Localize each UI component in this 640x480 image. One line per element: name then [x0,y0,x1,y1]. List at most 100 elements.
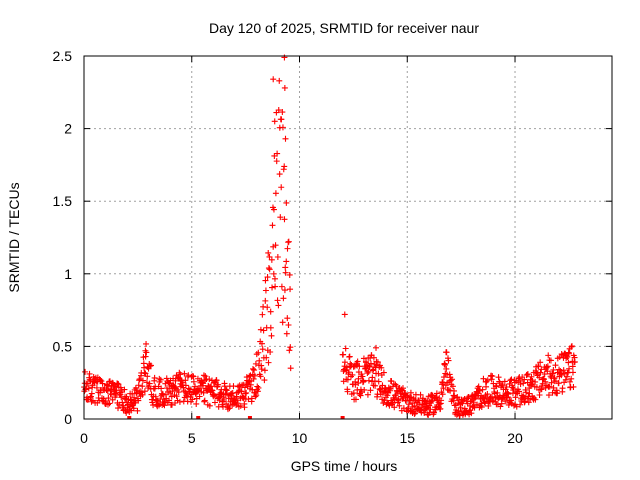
data-point [284,245,291,252]
data-point [545,352,552,359]
data-point [254,388,261,395]
data-point [369,374,376,381]
data-point [130,405,137,412]
data-point [87,393,94,400]
data-point [360,378,367,385]
data-point [220,396,227,403]
data-point [511,402,517,409]
data-point [238,382,245,389]
data-point [502,398,509,405]
data-point [547,357,554,364]
data-point [269,284,276,291]
data-point [565,359,572,366]
data-point [117,384,124,391]
data-point [258,340,265,347]
data-point [261,377,268,384]
data-point [275,302,282,309]
data-point [493,382,500,389]
data-point [245,396,252,403]
data-point [104,387,111,394]
data-point [200,389,207,396]
data-point [497,403,504,410]
data-point [265,249,272,256]
data-point [566,365,573,372]
data-point [401,391,408,398]
data-point [270,270,277,277]
data-point [461,405,468,412]
data-point [370,354,377,361]
data-point [266,266,273,273]
data-point [440,385,447,392]
data-point [542,378,549,385]
data-point [281,54,288,61]
data-point [200,380,207,387]
data-point [442,361,449,368]
data-point [272,242,279,249]
data-point [356,363,363,370]
data-point [134,407,141,414]
data-point [341,311,348,318]
data-point [274,297,281,304]
data-point [173,393,180,400]
data-point [361,386,368,393]
data-point [346,353,353,360]
data-point [523,389,530,396]
data-point [282,264,289,271]
data-point [87,394,94,401]
data-point [467,407,474,414]
data-point [476,387,483,394]
data-point [151,374,158,381]
x-tick-label: 20 [507,430,523,446]
data-point [540,376,547,383]
data-point [443,349,450,356]
data-point [189,396,196,403]
data-point [342,345,349,352]
data-point [185,372,192,379]
data-point [451,402,458,409]
data-point [508,376,515,383]
data-point [556,354,563,361]
data-point [114,380,121,387]
data-point [545,392,552,399]
data-point [251,367,258,374]
data-point [524,379,531,386]
data-point [562,376,569,383]
data-point [449,376,456,383]
data-point [483,383,490,390]
data-point [479,386,486,393]
data-point [246,373,253,380]
data-point [445,357,452,364]
data-point [234,400,241,407]
data-point [537,359,544,366]
data-point [279,319,286,326]
data-point [270,76,277,83]
x-tick-label: 5 [188,430,196,446]
data-point [449,383,456,390]
data-point [255,349,262,356]
data-point [141,364,148,371]
data-point [166,397,173,404]
data-point [253,392,260,399]
data-point [438,397,445,404]
data-point [274,254,281,261]
data-point [252,360,259,367]
data-point [459,400,466,407]
data-point [158,390,165,397]
data-point [279,109,286,116]
data-point-zero [247,416,252,419]
data-point [433,390,440,397]
data-point [340,351,347,358]
data-point [201,398,208,405]
data-point [465,394,472,401]
data-point [237,402,244,409]
data-point [446,371,453,378]
data-point [450,397,457,404]
data-point [558,372,565,379]
data-point [357,392,364,399]
data-point [440,374,447,381]
data-point [503,383,510,390]
data-point [481,399,488,406]
data-point [262,277,269,284]
data-point [243,389,250,396]
